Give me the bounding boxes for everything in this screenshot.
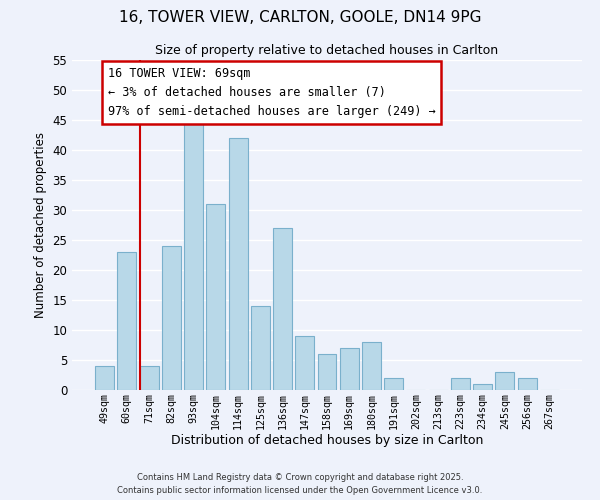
Bar [273, 228, 292, 390]
Y-axis label: Number of detached properties: Number of detached properties [34, 132, 47, 318]
Bar [95, 366, 114, 390]
Bar [206, 204, 225, 390]
Bar [140, 366, 158, 390]
Bar [118, 252, 136, 390]
Text: 16 TOWER VIEW: 69sqm
← 3% of detached houses are smaller (7)
97% of semi-detache: 16 TOWER VIEW: 69sqm ← 3% of detached ho… [108, 66, 436, 118]
Bar [384, 378, 403, 390]
Bar [162, 246, 181, 390]
Bar [362, 342, 381, 390]
Bar [473, 384, 492, 390]
Bar [451, 378, 470, 390]
Bar [518, 378, 536, 390]
Text: 16, TOWER VIEW, CARLTON, GOOLE, DN14 9PG: 16, TOWER VIEW, CARLTON, GOOLE, DN14 9PG [119, 10, 481, 25]
Bar [184, 114, 203, 390]
Bar [496, 372, 514, 390]
Bar [229, 138, 248, 390]
Bar [317, 354, 337, 390]
Bar [295, 336, 314, 390]
Bar [340, 348, 359, 390]
Bar [251, 306, 270, 390]
Title: Size of property relative to detached houses in Carlton: Size of property relative to detached ho… [155, 44, 499, 58]
Text: Contains HM Land Registry data © Crown copyright and database right 2025.
Contai: Contains HM Land Registry data © Crown c… [118, 474, 482, 495]
X-axis label: Distribution of detached houses by size in Carlton: Distribution of detached houses by size … [171, 434, 483, 448]
